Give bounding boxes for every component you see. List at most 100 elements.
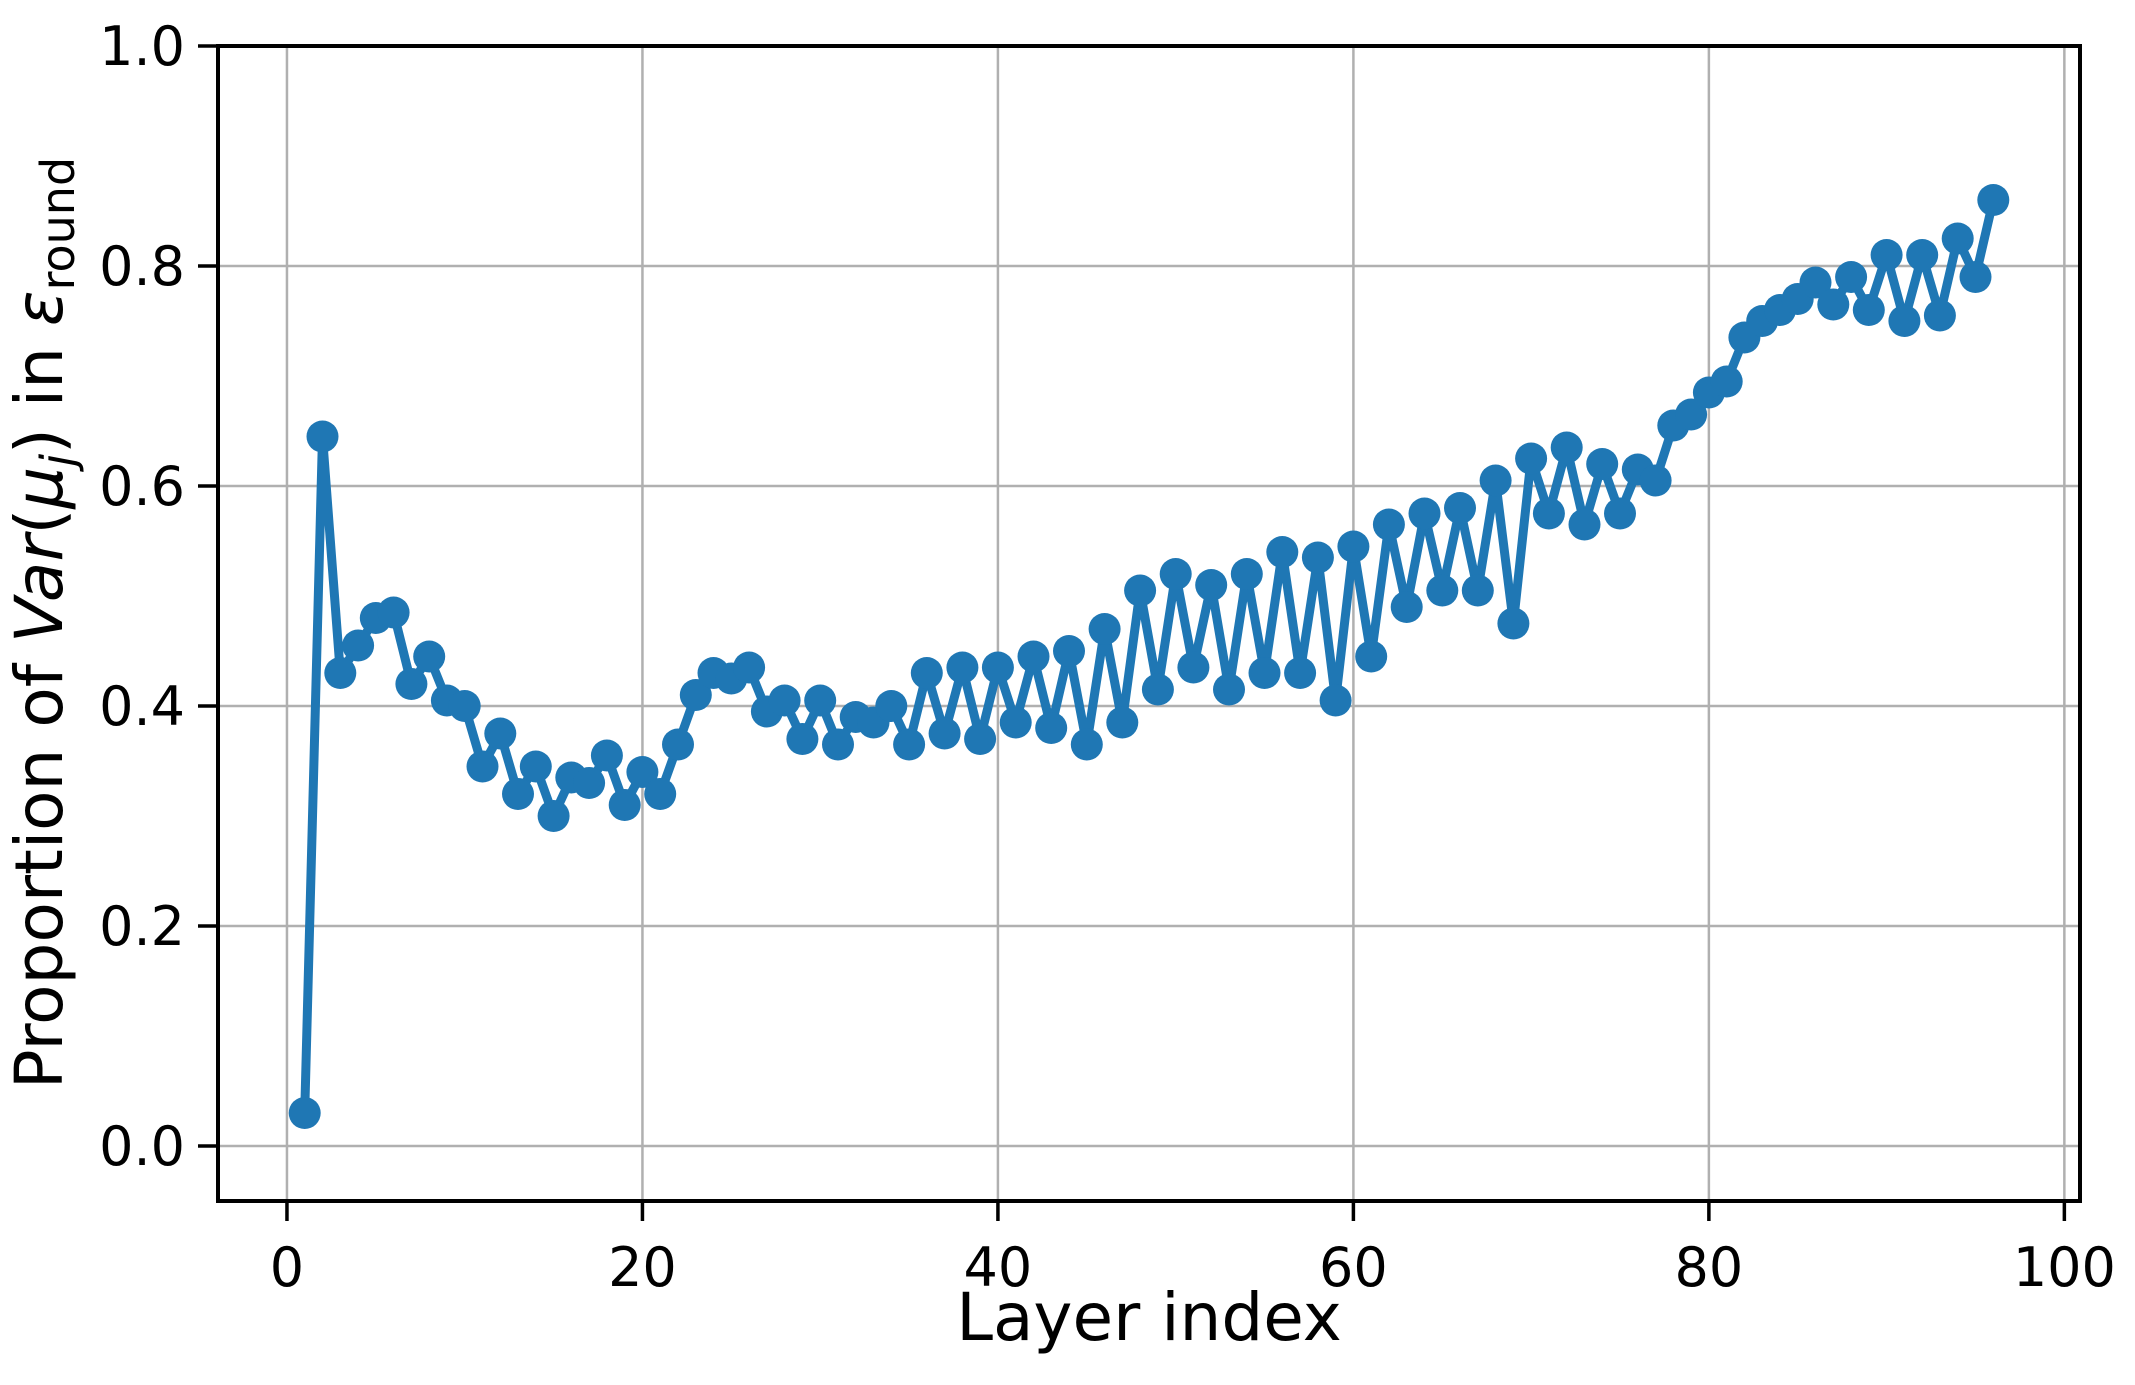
- data-point: [804, 684, 837, 717]
- data-point: [288, 1097, 321, 1129]
- data-point: [1426, 574, 1459, 607]
- axis-ticks: 0 20 40 60 80 100 0.0 0.2 0.4 0.6 0.8 1.0: [99, 15, 2116, 1299]
- data-point: [679, 679, 712, 711]
- data-point: [644, 778, 677, 810]
- x-axis-label: Layer index: [956, 1279, 1342, 1356]
- x-tick-label: 100: [2013, 1236, 2116, 1299]
- data-point: [306, 420, 339, 453]
- data-point: [1852, 294, 1885, 326]
- data-point: [981, 651, 1014, 684]
- data-point: [590, 739, 623, 772]
- data-point: [413, 640, 446, 673]
- data-point: [1141, 673, 1174, 706]
- data-point: [1017, 640, 1050, 673]
- data-point: [928, 717, 961, 750]
- data-point: [502, 778, 534, 810]
- y-tick-label: 0.2: [99, 895, 185, 958]
- x-tick-label: 40: [964, 1236, 1033, 1299]
- data-point: [662, 728, 694, 761]
- data-point: [1213, 673, 1245, 706]
- data-point: [1497, 607, 1530, 640]
- data-point: [1586, 448, 1619, 480]
- data-point: [1639, 464, 1672, 497]
- data-point: [1195, 569, 1228, 601]
- data-point: [1284, 657, 1317, 689]
- data-point: [1053, 635, 1085, 667]
- data-point: [964, 723, 997, 755]
- x-tick-label: 20: [608, 1236, 677, 1299]
- data-point: [1550, 431, 1583, 464]
- data-point: [875, 690, 908, 722]
- data-point: [1870, 239, 1903, 271]
- data-point: [537, 800, 570, 832]
- ylabel-var: Var: [1, 531, 78, 643]
- data-point: [1799, 266, 1832, 299]
- y-tick-label: 0.4: [99, 675, 185, 738]
- data-point: [1959, 261, 1992, 293]
- data-point: [1515, 442, 1548, 475]
- data-point: [733, 651, 766, 684]
- axes-frame: [216, 44, 2082, 1203]
- data-point: [324, 657, 357, 689]
- data-point: [1408, 497, 1441, 530]
- data-point: [1159, 558, 1192, 590]
- y-axis-label: Proportion of Var(μj) in εround: [1, 157, 85, 1089]
- data-point: [1479, 464, 1512, 497]
- data-point: [1035, 712, 1068, 744]
- data-point: [484, 717, 517, 750]
- data-point: [1923, 299, 1956, 332]
- ylabel-epsilon: ε: [1, 290, 78, 326]
- ylabel-prefix: Proportion of: [1, 643, 78, 1089]
- data-point: [999, 706, 1032, 739]
- x-tick-label: 60: [1319, 1236, 1388, 1299]
- data-point: [893, 728, 926, 761]
- ylabel-epsilon-subscript: round: [31, 157, 85, 291]
- ylabel-middle: in: [1, 326, 78, 428]
- data-point: [1106, 706, 1139, 739]
- data-point: [626, 756, 659, 788]
- data-point: [1088, 613, 1121, 645]
- data-point: [1266, 536, 1299, 568]
- data-point: [1835, 261, 1868, 293]
- data-point: [786, 723, 819, 755]
- data-point: [1604, 497, 1636, 530]
- data-point: [608, 789, 641, 821]
- data-point: [342, 629, 375, 662]
- data-point: [1888, 305, 1921, 337]
- data-point: [946, 651, 979, 684]
- data-point: [448, 690, 481, 722]
- data-point: [1532, 497, 1565, 530]
- data-point: [1372, 508, 1405, 541]
- data-point: [1710, 365, 1743, 398]
- data-point: [1248, 657, 1281, 689]
- ylabel-mu: μ: [1, 467, 78, 510]
- data-point: [1070, 728, 1103, 761]
- data-point: [1977, 184, 2010, 216]
- data-point: [1906, 239, 1939, 271]
- y-tick-label: 0.8: [99, 235, 185, 298]
- data-point: [1817, 288, 1850, 321]
- data-point: [1675, 398, 1708, 431]
- data-point: [1124, 574, 1157, 607]
- data-point: [910, 657, 943, 689]
- data-point: [1444, 492, 1476, 524]
- data-point: [377, 596, 410, 629]
- data-point: [1941, 222, 1974, 255]
- data-point: [573, 767, 606, 799]
- y-tick-label: 0.6: [99, 455, 185, 518]
- data-point: [1461, 574, 1494, 607]
- x-tick-label: 0: [270, 1236, 304, 1299]
- data-point: [768, 684, 801, 717]
- data-point: [466, 750, 499, 783]
- data-point: [1355, 640, 1388, 673]
- data-series: [288, 184, 2010, 1129]
- data-point: [1301, 541, 1334, 574]
- data-point: [519, 750, 552, 783]
- data-point: [1337, 530, 1370, 563]
- y-tick-label: 0.0: [99, 1115, 185, 1178]
- data-point: [1568, 508, 1601, 541]
- data-point: [1319, 684, 1352, 717]
- ylabel-close-paren: ): [1, 428, 78, 454]
- ylabel-open-paren: (: [1, 509, 78, 535]
